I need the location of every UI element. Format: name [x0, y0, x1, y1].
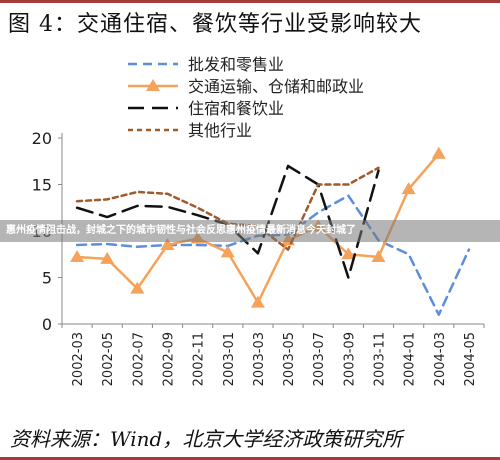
legend-marker-1: [146, 79, 160, 91]
series-marker-1: [250, 295, 265, 308]
x-tick-label: 2003-09: [342, 332, 357, 386]
x-tick-label: 2004-01: [403, 332, 418, 386]
series-marker-1: [371, 250, 386, 263]
x-tick-label: 2004-03: [433, 332, 448, 386]
x-tick-label: 2002-05: [101, 332, 116, 386]
x-tick-label: 2003-07: [312, 332, 327, 386]
x-tick-label: 2003-11: [373, 332, 388, 386]
x-tick-label: 2002-11: [192, 332, 207, 386]
y-tick-label: 20: [32, 129, 52, 148]
x-tick-label: 2003-03: [252, 332, 267, 386]
series-marker-1: [130, 281, 145, 294]
legend-label-1: 交通运输、仓储和邮政业: [188, 77, 364, 96]
y-tick-label: 15: [32, 176, 52, 195]
x-tick-label: 2004-05: [463, 332, 478, 386]
y-tick-label: 5: [42, 269, 52, 288]
line-chart: 051015202002-032002-052002-072002-092002…: [32, 55, 485, 386]
legend-label-0: 批发和零售业: [188, 55, 284, 74]
figure-title: 图 4：交通住宿、餐饮等行业受影响较大: [8, 12, 422, 37]
series-line-0: [75, 194, 471, 316]
x-tick-label: 2003-05: [282, 332, 297, 386]
overlay-banner: 惠州疫情阻击战，封城之下的城市韧性与社会反思惠州疫情最新消息今天封城了: [0, 220, 500, 242]
source-note: 资料来源：Wind，北京大学经济政策研究所: [10, 427, 403, 451]
series-marker-1: [70, 250, 85, 263]
top-border: [0, 0, 500, 3]
series-marker-1: [341, 247, 356, 260]
series-marker-1: [431, 146, 446, 159]
series-marker-1: [401, 182, 416, 195]
legend-label-2: 住宿和餐饮业: [188, 99, 284, 118]
bottom-border: [0, 457, 500, 460]
series-marker-1: [100, 251, 115, 264]
series-marker-1: [160, 237, 175, 250]
x-tick-label: 2002-07: [131, 332, 146, 386]
x-tick-label: 2002-03: [71, 332, 86, 386]
series-marker-1: [220, 245, 235, 258]
x-tick-label: 2002-09: [162, 332, 177, 386]
y-tick-label: 0: [42, 315, 52, 334]
legend-label-3: 其他行业: [188, 121, 252, 140]
x-tick-label: 2003-01: [222, 332, 237, 386]
